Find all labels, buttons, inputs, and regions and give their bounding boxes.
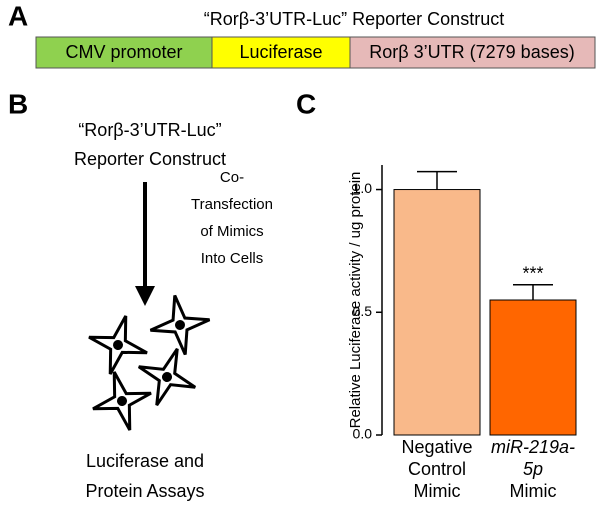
panel-label: C: [296, 88, 316, 119]
x-tick-label: Mimic: [414, 481, 461, 501]
segment-label: Rorβ 3’UTR (7279 bases): [369, 42, 574, 62]
workflow-text: “Rorβ-3’UTR-Luc”: [78, 120, 221, 140]
bar: [393, 189, 481, 436]
y-tick-label: 0.0: [353, 426, 373, 442]
significance: ***: [522, 264, 543, 284]
y-tick-label: 1.0: [353, 180, 373, 196]
bar: [489, 299, 577, 436]
y-axis-label: Relative Luciferase activity / ug protei…: [347, 172, 364, 429]
panel-label: A: [8, 0, 28, 31]
cell: [83, 362, 161, 440]
segment-label: CMV promoter: [65, 42, 182, 62]
workflow-text: Reporter Construct: [74, 149, 226, 169]
x-tick-label: miR-219a-: [491, 437, 575, 457]
workflow-text: Luciferase and: [86, 451, 204, 471]
x-tick-label: Mimic: [510, 481, 557, 501]
arrow-head: [135, 286, 155, 306]
y-tick-label: 0.5: [353, 303, 373, 319]
segment-box: [211, 36, 351, 69]
workflow-text: Co-: [220, 169, 244, 186]
cell: [143, 288, 217, 362]
x-tick-label: Control: [408, 459, 466, 479]
workflow-text: Into Cells: [201, 250, 264, 267]
segment-label: Luciferase: [239, 42, 322, 62]
construct-title: “Rorβ-3’UTR-Luc” Reporter Construct: [204, 9, 504, 29]
panel-label: B: [8, 88, 28, 119]
segment-box: [35, 36, 213, 69]
segment-box: [349, 36, 596, 69]
workflow-text: Protein Assays: [85, 481, 204, 501]
workflow-text: of Mimics: [200, 223, 263, 240]
workflow-text: Transfection: [191, 196, 273, 213]
cell: [79, 306, 157, 384]
x-tick-label: Negative: [401, 437, 472, 457]
cell: [127, 337, 207, 417]
x-tick-label: 5p: [523, 459, 543, 479]
